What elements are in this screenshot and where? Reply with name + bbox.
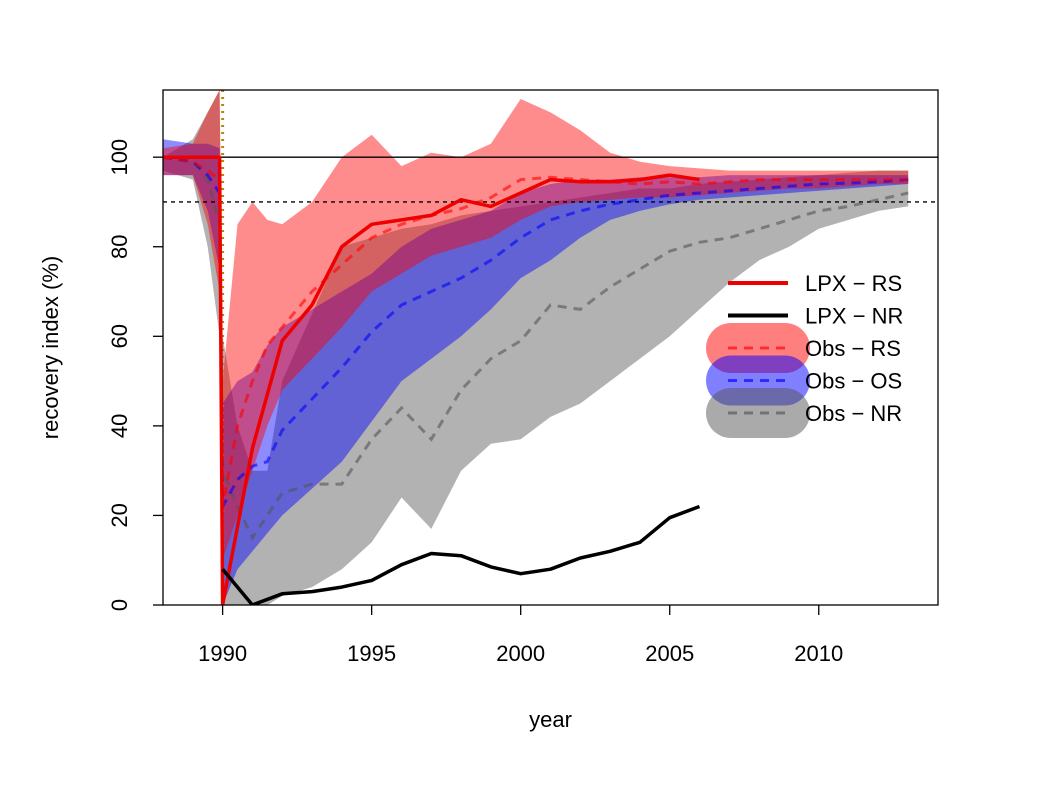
- x-tick-label: 2010: [794, 641, 843, 666]
- y-tick-label: 100: [107, 139, 132, 176]
- x-tick-label: 2005: [645, 641, 694, 666]
- legend-label-obs-nr: Obs − NR: [805, 401, 902, 426]
- y-tick-label: 80: [107, 234, 132, 258]
- reference-lines: [163, 90, 938, 605]
- y-tick-label: 60: [107, 324, 132, 348]
- legend-label-obs-rs: Obs − RS: [805, 336, 901, 361]
- band-obs-os: [163, 139, 909, 605]
- x-tick-label: 1990: [198, 641, 247, 666]
- y-tick-label: 0: [107, 599, 132, 611]
- x-tick-label: 2000: [496, 641, 545, 666]
- legend-label-obs-os: Obs − OS: [805, 369, 902, 394]
- axes: 1990 1995 2000 2005 2010 0 20 40 60 80 100 year reco…: [38, 89, 939, 732]
- line-lpx-rs: [163, 155, 700, 605]
- mean-line-obs-nr: [163, 155, 909, 541]
- band-obs-rs: [163, 90, 909, 561]
- band-obs-nr: [163, 90, 909, 605]
- legend-label-lpx-nr: LPX − NR: [805, 304, 903, 329]
- y-tick-label: 20: [107, 503, 132, 527]
- legend: LPX − RS LPX − NR Obs − RS Obs − OS Obs − NR: [706, 271, 903, 438]
- legend-swatch-obs-nr: [706, 388, 810, 438]
- plot-frame: [162, 89, 939, 606]
- confidence-bands: [163, 90, 909, 605]
- line-lpx-nr: [221, 504, 701, 605]
- legend-label-lpx-rs: LPX − RS: [805, 271, 902, 296]
- x-axis-title: year: [529, 707, 572, 732]
- series-lines: [163, 155, 909, 605]
- y-axis-title: recovery index (%): [38, 256, 63, 439]
- y-tick-label: 40: [107, 414, 132, 438]
- mean-line-obs-os: [163, 155, 909, 513]
- x-tick-label: 1995: [347, 641, 396, 666]
